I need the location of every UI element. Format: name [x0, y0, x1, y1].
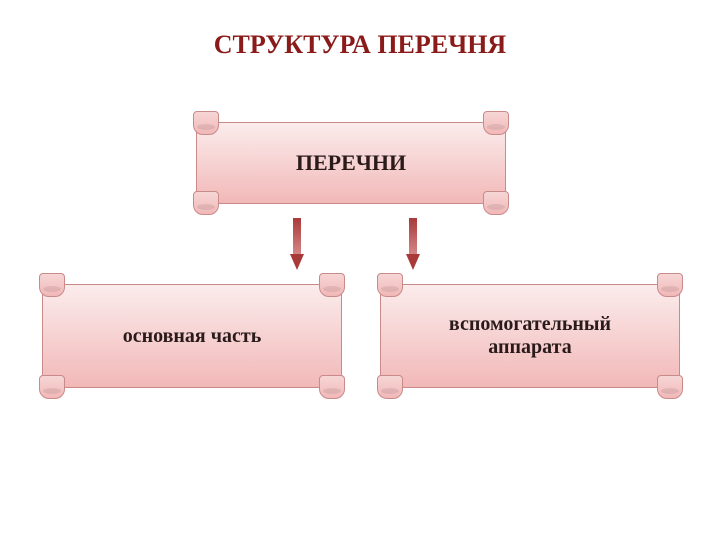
scroll-curl-icon [377, 375, 403, 399]
scroll-curl-icon [377, 273, 403, 297]
node-root-body: ПЕРЕЧНИ [196, 122, 506, 204]
node-right-label: вспомогательный аппарата [411, 313, 649, 359]
node-root: ПЕРЕЧНИ [196, 122, 506, 204]
scroll-curl-icon [39, 273, 65, 297]
arrow-head [406, 254, 420, 270]
arrow-left-icon [290, 218, 304, 270]
node-right: вспомогательный аппарата [380, 284, 680, 388]
arrow-head [290, 254, 304, 270]
node-left-body: основная часть [42, 284, 342, 388]
scroll-curl-icon [39, 375, 65, 399]
node-left-label: основная часть [123, 325, 262, 348]
scroll-curl-icon [657, 273, 683, 297]
node-right-body: вспомогательный аппарата [380, 284, 680, 388]
scroll-curl-icon [657, 375, 683, 399]
node-left: основная часть [42, 284, 342, 388]
scroll-curl-icon [193, 191, 219, 215]
scroll-curl-icon [319, 273, 345, 297]
scroll-curl-icon [483, 191, 509, 215]
page-title: СТРУКТУРА ПЕРЕЧНЯ [0, 30, 720, 60]
arrow-right-icon [406, 218, 420, 270]
arrow-shaft [409, 218, 417, 256]
node-root-label: ПЕРЕЧНИ [296, 150, 406, 176]
scroll-curl-icon [319, 375, 345, 399]
scroll-curl-icon [483, 111, 509, 135]
arrow-shaft [293, 218, 301, 256]
scroll-curl-icon [193, 111, 219, 135]
